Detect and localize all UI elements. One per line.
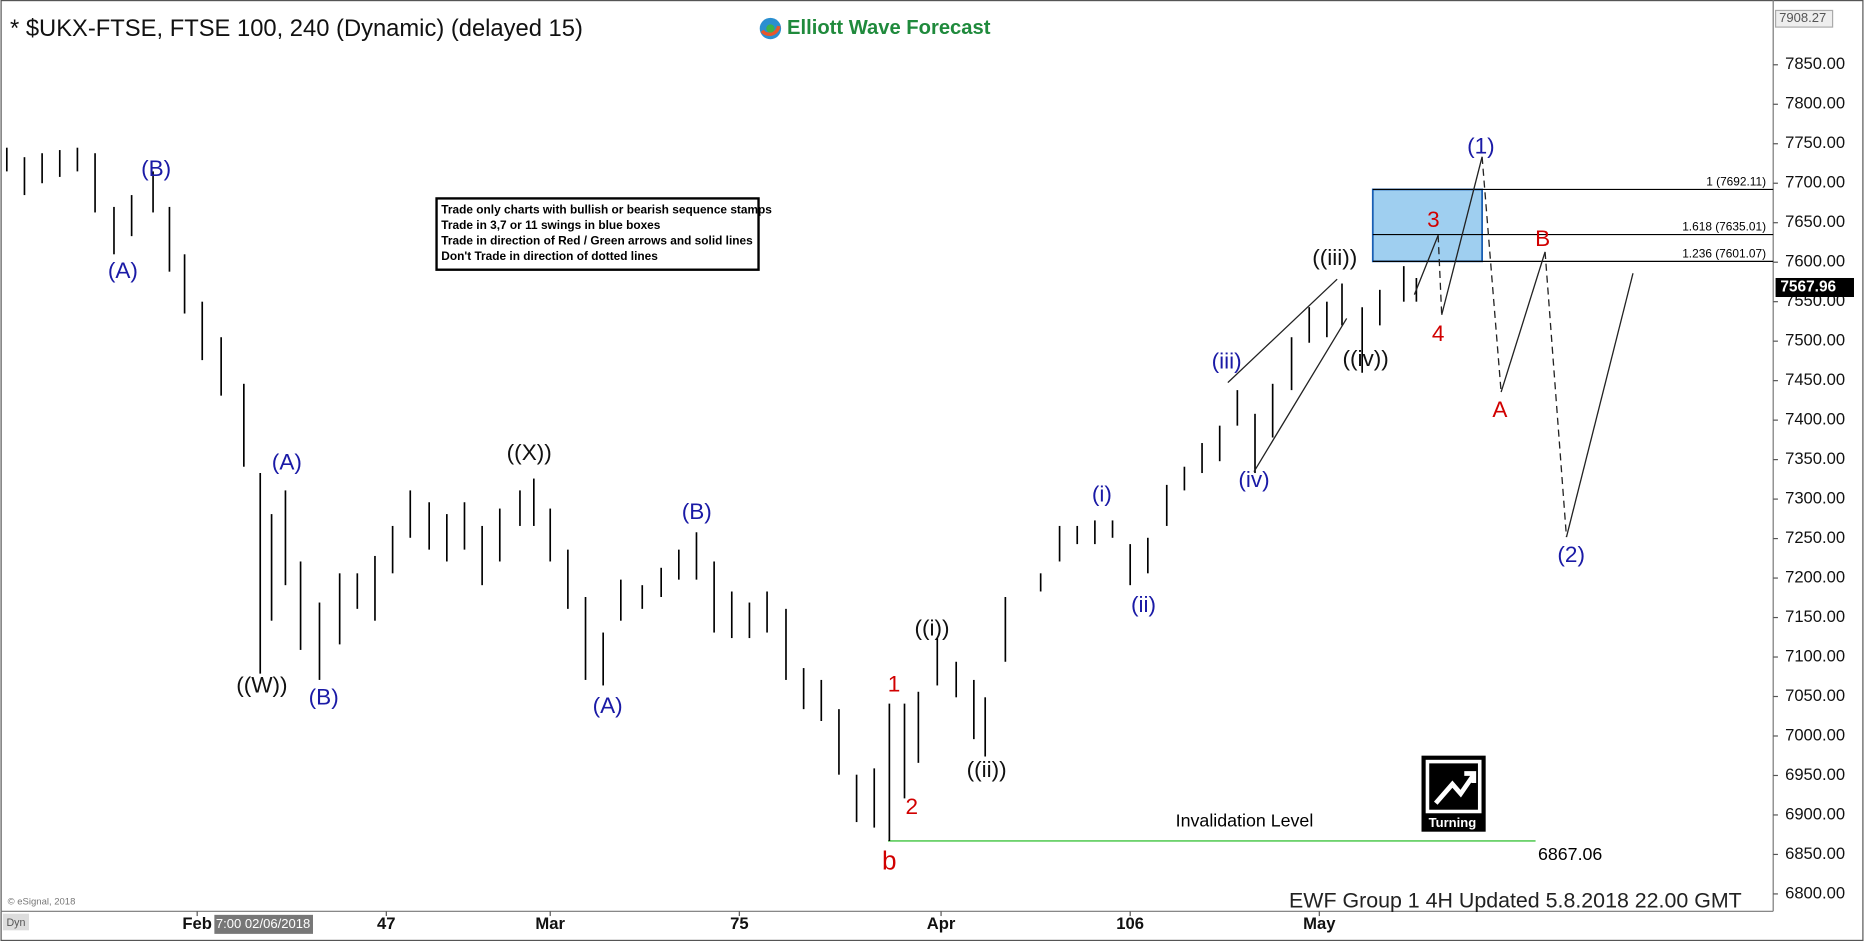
wave-label: (A) — [108, 258, 138, 283]
x-tick-label: Feb — [182, 914, 212, 933]
last-price: 7567.96 — [1780, 279, 1836, 296]
projection-line — [1253, 318, 1348, 473]
fib-label: 1.618 (7635.01) — [1682, 220, 1766, 234]
x-tick-label: May — [1303, 914, 1336, 933]
y-tick-label: 7050.00 — [1785, 686, 1845, 705]
wave-label: ((iv)) — [1342, 346, 1388, 371]
logo-dot — [766, 24, 775, 33]
projection-dashed — [1481, 156, 1502, 393]
invalidation-label: Invalidation Level — [1176, 811, 1314, 831]
projection-line — [1441, 156, 1483, 316]
notes-frame — [435, 197, 760, 271]
corner-label: Dyn — [6, 917, 25, 929]
note: Don't Trade in direction of dotted lines — [441, 249, 658, 263]
logo: Elliott Wave Forecast — [759, 17, 991, 40]
fib-label: 1 (7692.11) — [1706, 174, 1766, 188]
wave-label: A — [1492, 397, 1507, 422]
projection-line — [1413, 235, 1439, 295]
note: Trade in direction of Red / Green arrows… — [441, 233, 753, 247]
y-tick-label: 7600.00 — [1785, 252, 1845, 271]
wave-label: (2) — [1557, 542, 1585, 567]
projection-line — [1500, 251, 1546, 393]
note: Trade only charts with bullish or bearis… — [441, 202, 772, 216]
wave-label: ((W)) — [236, 673, 287, 698]
last-price-bg — [1775, 277, 1854, 298]
logo-swoosh — [760, 25, 781, 36]
wave-label: B — [1535, 226, 1550, 251]
y-tick-label: 6950.00 — [1785, 765, 1845, 784]
y-tick-label: 6900.00 — [1785, 804, 1845, 823]
notes-box: Trade only charts with bullish or bearis… — [435, 197, 772, 271]
x-tick-label: 106 — [1116, 914, 1144, 933]
y-tick-label: 7200.00 — [1785, 567, 1845, 586]
badge-bg — [1421, 755, 1486, 832]
badge-text: Turning — [1429, 815, 1477, 830]
y-tick-label: 7400.00 — [1785, 410, 1845, 429]
wave-label: (i) — [1092, 481, 1112, 506]
wave-label: (A) — [272, 449, 302, 474]
logo-text: Elliott Wave Forecast — [787, 17, 991, 39]
projection-line — [1565, 273, 1634, 538]
credit: © eSignal, 2018 — [8, 896, 76, 907]
wave-label: (B) — [682, 499, 712, 524]
footer: EWF Group 1 4H Updated 5.8.2018 22.00 GM… — [1289, 888, 1742, 912]
wave-label: (A) — [593, 693, 623, 718]
y-tick-label: 7500.00 — [1785, 331, 1845, 350]
y-tick-label: 7700.00 — [1785, 173, 1845, 192]
y-tick-label: 7750.00 — [1785, 133, 1845, 152]
y-tick-label: 7000.00 — [1785, 725, 1845, 744]
chart-title: * $UKX-FTSE, FTSE 100, 240 (Dynamic) (de… — [10, 15, 583, 42]
corner-bg — [2, 913, 30, 931]
top-value: 7908.27 — [1779, 10, 1826, 25]
x-tick-label: Apr — [927, 914, 956, 933]
y-tick-label: 7850.00 — [1785, 54, 1845, 73]
y-tick-label: 7100.00 — [1785, 646, 1845, 665]
y-tick-label: 7350.00 — [1785, 449, 1845, 468]
projection-line — [1227, 278, 1338, 384]
wave-label: ((ii)) — [967, 757, 1007, 782]
y-tick-label: 6850.00 — [1785, 844, 1845, 863]
wave-label: 4 — [1432, 321, 1445, 346]
wave-label: ((i)) — [914, 616, 949, 641]
wave-label: 3 — [1427, 207, 1440, 232]
cursor-label: 7:00 02/06/2018 — [216, 916, 310, 931]
y-tick-label: 7250.00 — [1785, 528, 1845, 547]
y-tick-label: 7800.00 — [1785, 94, 1845, 113]
y-tick-label: 7450.00 — [1785, 370, 1845, 389]
wave-label: ((X)) — [507, 440, 552, 465]
cursor-bg — [214, 914, 313, 934]
projection-dashed — [1544, 251, 1568, 538]
note: Trade in 3,7 or 11 swings in blue boxes — [441, 218, 660, 232]
wave-label: (ii) — [1131, 592, 1156, 617]
x-tick-label: Mar — [535, 914, 565, 933]
x-tick-label: 47 — [377, 914, 396, 933]
x-tick-label: 75 — [730, 914, 749, 933]
wave-label: 1 — [888, 672, 901, 697]
y-tick-label: 6800.00 — [1785, 883, 1845, 902]
wave-label: ((iii)) — [1312, 245, 1357, 270]
wave-label: 2 — [906, 794, 919, 819]
badge-square — [1425, 759, 1482, 814]
projection-dashed — [1437, 235, 1443, 315]
y-tick-label: 7300.00 — [1785, 488, 1845, 507]
y-tick-label: 7150.00 — [1785, 607, 1845, 626]
y-tick-label: 7650.00 — [1785, 212, 1845, 231]
invalidation-value: 6867.06 — [1538, 844, 1602, 864]
wave-label: (iv) — [1238, 467, 1269, 492]
badge-arrow — [1433, 771, 1477, 805]
wave-label: (B) — [309, 685, 339, 710]
wave-label: (1) — [1467, 133, 1495, 158]
top-value-bg — [1774, 9, 1834, 28]
wave-label: (iii) — [1212, 348, 1242, 373]
turning-badge: Turning — [1421, 755, 1486, 832]
wave-label: (B) — [141, 156, 171, 181]
fib-label: 1.236 (7601.07) — [1682, 246, 1766, 260]
wave-label: b — [882, 845, 897, 875]
target-box — [1371, 188, 1483, 263]
